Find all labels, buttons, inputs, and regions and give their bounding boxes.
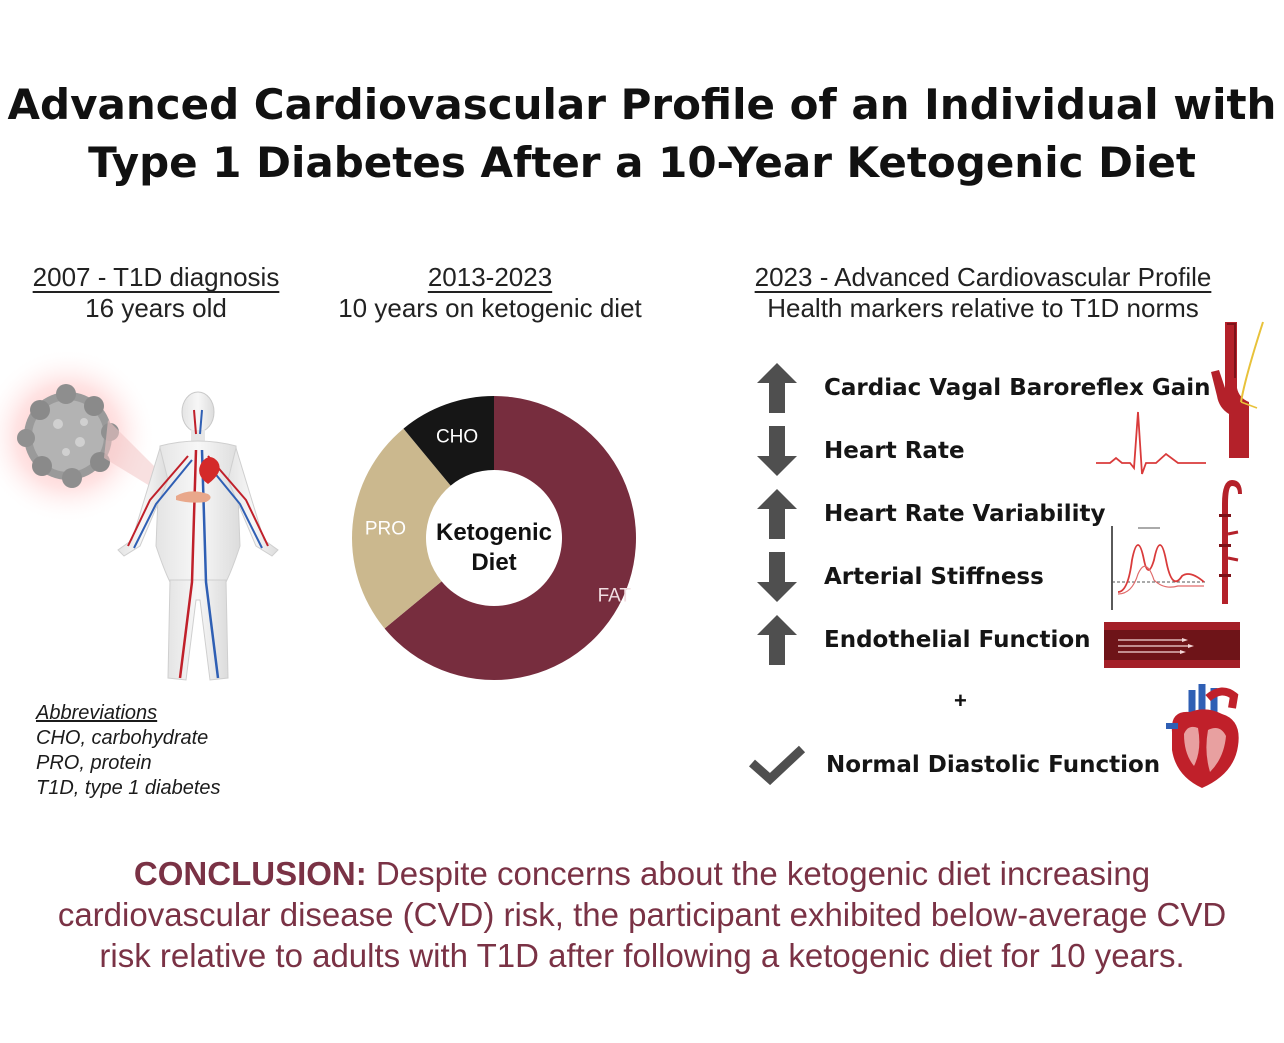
- profile-heading: 2023 - Advanced Cardiovascular Profile: [754, 262, 1212, 292]
- marker-baroreflex: Cardiac Vagal Baroreflex Gain: [750, 360, 1210, 416]
- body-illustration: [0, 350, 279, 681]
- profile-heading-block: 2023 - Advanced Cardiovascular Profile H…: [713, 262, 1253, 324]
- abbreviation-cho: CHO, carbohydrate: [36, 727, 209, 749]
- page-title: Advanced Cardiovascular Profile of an In…: [0, 76, 1284, 192]
- slice-label-pro: PRO: [365, 519, 406, 540]
- donut-slice-cho: [403, 396, 494, 486]
- aorta-icon: [1219, 480, 1242, 604]
- marker-arterial-stiffness: Arterial Stiffness: [750, 549, 1044, 605]
- arrow-down-icon: [750, 551, 804, 603]
- slice-label-cho: CHO: [436, 426, 478, 447]
- human-body-icon: [117, 391, 279, 681]
- marker-label: Cardiac Vagal Baroreflex Gain: [824, 375, 1211, 401]
- arrow-up-icon: [750, 362, 804, 414]
- conclusion-lead: CONCLUSION:: [133, 855, 367, 892]
- marker-label: Normal Diastolic Function: [826, 752, 1161, 778]
- diagnosis-heading-block: 2007 - T1D diagnosis 16 years old: [6, 262, 306, 324]
- diet-period-heading: 2013-2023: [427, 262, 553, 292]
- diet-heading-block: 2013-2023 10 years on ketogenic diet: [310, 262, 670, 324]
- arrow-up-icon: [750, 488, 804, 540]
- diagnosis-heading: 2007 - T1D diagnosis: [32, 262, 280, 292]
- marker-label: Heart Rate Variability: [824, 501, 1106, 527]
- conclusion-line-1-text: Despite concerns about the ketogenic die…: [366, 855, 1151, 892]
- arrow-up-icon: [750, 614, 804, 666]
- conclusion-line-3: risk relative to adults with T1D after f…: [99, 937, 1185, 974]
- macronutrient-donut: FAT PRO CHO Ketogenic Diet: [352, 396, 636, 680]
- donut-slice-pro: [352, 428, 451, 629]
- conclusion: CONCLUSION: Despite concerns about the k…: [0, 853, 1284, 976]
- donut-center-line-1: Ketogenic: [436, 519, 552, 546]
- marker-label: Heart Rate: [824, 438, 965, 464]
- heart-anatomy-icon: [1166, 684, 1239, 788]
- abbreviation-pro: PRO, protein: [36, 752, 152, 774]
- diagnosis-age: 16 years old: [85, 293, 227, 323]
- conclusion-line-1: CONCLUSION: Despite concerns about the k…: [0, 853, 1284, 894]
- marker-heart-rate: Heart Rate: [750, 423, 965, 479]
- marker-label: Endothelial Function: [824, 627, 1091, 653]
- abbreviations: Abbreviations CHO, carbohydrate PRO, pro…: [36, 701, 221, 801]
- blood-vessel-flow-icon: [1104, 622, 1240, 668]
- carotid-artery-icon: [1211, 321, 1264, 458]
- marker-label: Arterial Stiffness: [824, 564, 1044, 590]
- diet-period-subheading: 10 years on ketogenic diet: [338, 293, 642, 323]
- pulse-wave-icon: [1111, 526, 1206, 610]
- donut-slice-fat: [384, 396, 636, 680]
- pancreas-organ: [176, 491, 211, 503]
- checkmark-icon: [748, 739, 806, 791]
- marker-endothelial: Endothelial Function: [750, 612, 1091, 668]
- profile-subheading: Health markers relative to T1D norms: [767, 293, 1199, 323]
- conclusion-line-2: cardiovascular disease (CVD) risk, the p…: [57, 896, 1227, 933]
- heart-organ: [199, 457, 220, 484]
- arrow-down-icon: [750, 425, 804, 477]
- title-line-1: Advanced Cardiovascular Profile of an In…: [7, 80, 1277, 129]
- slice-label-fat: FAT: [598, 586, 632, 607]
- plus-sign: +: [954, 688, 967, 713]
- abbreviation-t1d: T1D, type 1 diabetes: [36, 777, 221, 799]
- title-line-2: Type 1 Diabetes After a 10-Year Ketogeni…: [88, 138, 1196, 187]
- abbreviations-heading: Abbreviations: [36, 702, 158, 724]
- marker-diastolic: Normal Diastolic Function: [748, 737, 1160, 793]
- donut-slices: [352, 396, 636, 680]
- marker-hrv: Heart Rate Variability: [750, 486, 1105, 542]
- ecg-trace-icon: [1096, 411, 1206, 475]
- donut-center-line-2: Diet: [471, 549, 516, 576]
